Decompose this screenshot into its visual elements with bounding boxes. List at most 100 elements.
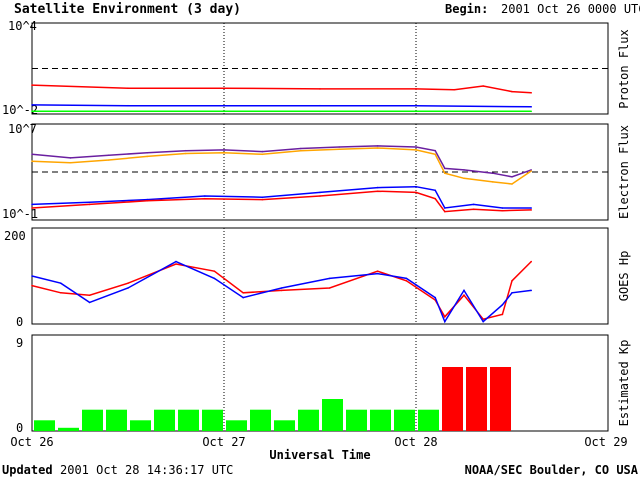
data-point-panel3-red-9 [376,270,379,273]
data-point-panel3-blue-12 [444,320,446,323]
data-point-panel2-purple-5 [223,149,225,151]
data-point-panel2-blue-9 [444,207,446,209]
data-point-panel2-red-12 [530,209,532,211]
data-point-panel1-green-5 [530,110,532,113]
kp-bar-13 [346,409,367,431]
data-point-panel2-orange-10 [415,149,417,151]
kp-bar-15 [394,409,415,431]
data-point-panel2-orange-1 [69,161,72,164]
data-point-panel1-red-3 [319,88,321,90]
data-point-panel1-red-0 [31,84,33,86]
data-point-panel2-orange-9 [376,147,379,149]
data-point-panel1-green-3 [319,110,321,113]
data-point-panel2-blue-8 [434,189,437,192]
kp-bar-5 [154,409,175,431]
data-point-panel2-blue-12 [530,207,532,209]
data-point-panel2-orange-3 [146,155,148,158]
xtick-oct27: Oct 27 [202,435,245,449]
proton-ytick-top: 10^4 [8,19,37,33]
data-point-panel2-orange-13 [463,177,465,180]
data-point-panel1-blue-5 [530,106,532,108]
kp-bar-8 [226,420,247,431]
data-point-panel2-red-3 [204,197,206,200]
goes-hp-label: GOES Hp [617,251,631,302]
data-point-panel3-red-7 [280,289,283,292]
data-point-panel3-blue-10 [405,277,408,280]
data-point-panel2-blue-6 [376,186,379,189]
data-point-panel3-red-12 [444,316,446,318]
data-point-panel3-red-17 [530,260,532,263]
data-point-panel1-blue-2 [223,104,225,107]
electron-ytick-bottom: 10^-1 [2,207,38,221]
kp-bar-0 [34,420,55,431]
data-point-panel2-red-2 [146,200,148,202]
data-point-panel3-red-4 [175,263,177,265]
data-point-panel2-orange-12 [444,172,446,174]
data-point-panel1-blue-4 [415,104,417,107]
data-point-panel2-purple-16 [530,169,532,171]
data-point-panel3-blue-1 [60,282,62,285]
data-point-panel3-red-0 [31,284,33,287]
data-point-panel1-green-4 [415,110,417,113]
data-point-panel3-blue-3 [127,287,129,289]
data-point-panel3-blue-17 [530,289,532,292]
data-point-panel1-blue-0 [31,104,33,106]
data-point-panel3-blue-14 [482,320,485,323]
electron-ytick-top: 10^7 [8,122,37,136]
data-point-panel2-blue-3 [204,195,206,197]
kp-bar-4 [130,420,151,431]
hp-ytick-bottom: 0 [16,315,23,329]
data-point-panel3-blue-16 [511,292,513,294]
data-point-panel3-blue-2 [88,301,91,304]
kp-ytick-bottom: 0 [16,421,23,435]
data-point-panel1-blue-1 [127,104,129,107]
kp-bar-6 [178,409,199,431]
data-point-panel1-red-7 [511,90,513,93]
kp-bar-19 [490,367,511,431]
kp-panel [31,334,609,432]
data-point-panel2-red-10 [472,208,475,210]
electron-flux-label: Electron Flux [617,125,631,219]
series-line-panel1-blue [31,104,532,108]
data-point-panel3-blue-4 [175,260,177,263]
data-point-panel3-red-5 [213,270,216,273]
data-point-panel2-blue-10 [472,203,475,206]
data-point-panel2-purple-9 [376,145,379,147]
data-point-panel2-orange-11 [434,153,437,156]
kp-bar-9 [250,409,271,431]
begin-value: 2001 Oct 26 0000 UTC [501,2,640,16]
data-point-panel2-purple-10 [415,146,417,148]
data-point-panel3-blue-13 [463,289,465,292]
data-point-panel1-red-8 [530,92,532,94]
data-point-panel3-blue-15 [501,304,504,306]
data-point-panel2-purple-2 [108,154,110,156]
kp-bar-3 [106,409,127,431]
data-point-panel3-red-2 [88,294,91,297]
xtick-oct28: Oct 28 [394,435,437,449]
kp-bar-1 [58,427,79,431]
data-point-panel3-red-1 [60,292,62,294]
begin-label: Begin: [445,2,488,16]
chart-title: Satellite Environment (3 day) [14,2,241,17]
data-point-panel2-orange-8 [338,148,341,150]
data-point-panel3-red-3 [127,282,129,285]
data-point-panel2-purple-7 [300,147,302,150]
kp-bar-2 [82,409,103,431]
kp-y-ticks: 9 0 [16,336,23,435]
data-point-panel2-red-8 [434,197,437,200]
data-point-panel3-red-8 [328,287,331,289]
proton-flux-label: Proton Flux [617,29,631,108]
data-point-panel2-purple-8 [338,146,341,148]
data-point-panel2-purple-15 [511,176,513,178]
data-point-panel2-orange-5 [223,152,225,154]
data-point-panel1-green-2 [223,110,225,113]
kp-ytick-top: 9 [16,336,23,350]
data-point-panel2-purple-3 [146,152,148,154]
data-point-panel3-red-16 [511,280,513,282]
kp-bar-11 [298,409,319,431]
xtick-oct26: Oct 26 [10,435,53,449]
data-point-panel2-red-4 [261,198,264,201]
data-point-panel2-blue-2 [146,198,148,201]
